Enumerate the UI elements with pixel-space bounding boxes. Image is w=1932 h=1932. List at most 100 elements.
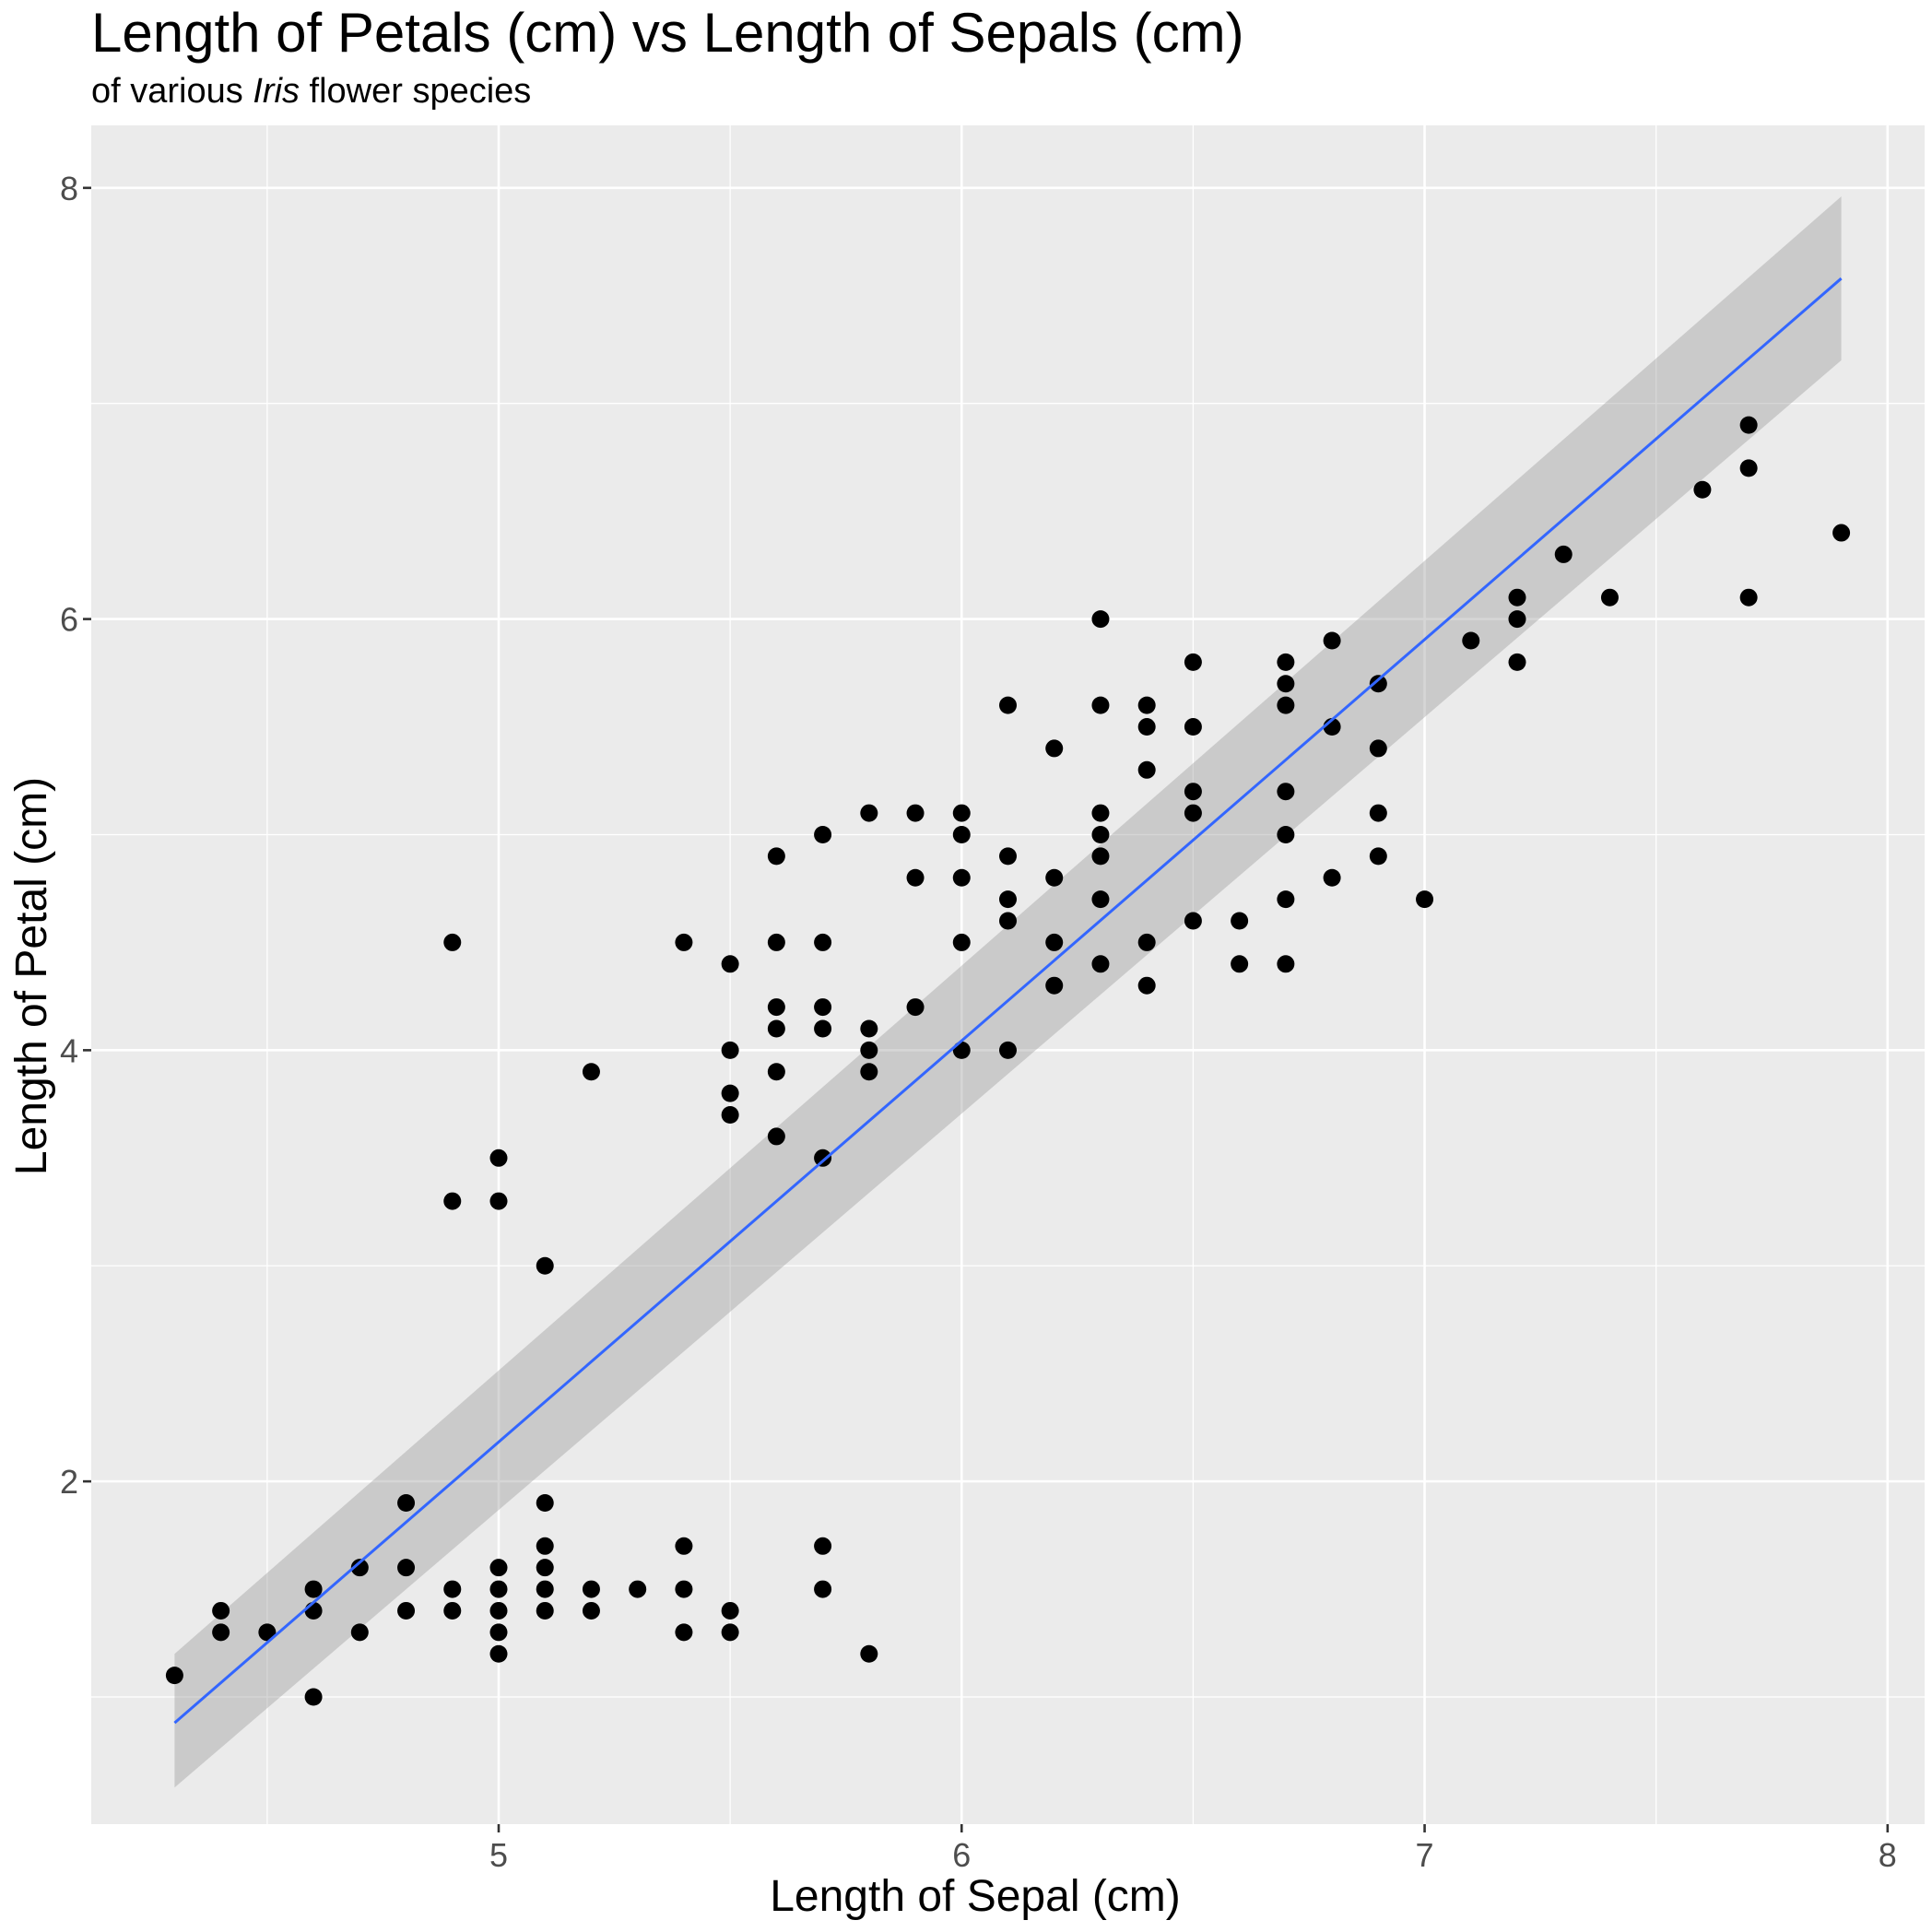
y-tick-label: 2 (60, 1463, 78, 1501)
data-point (767, 998, 785, 1017)
data-point (906, 804, 925, 822)
data-point (999, 696, 1017, 714)
data-point (1508, 588, 1526, 607)
data-point (489, 1192, 508, 1210)
trend-line (173, 277, 1843, 1725)
plot-panel (91, 125, 1925, 1824)
data-point (1832, 524, 1851, 542)
data-point (1739, 588, 1758, 607)
data-point (675, 1537, 693, 1555)
data-point (999, 912, 1017, 930)
data-point (1508, 610, 1526, 629)
data-point (1137, 976, 1156, 995)
x-tick-label: 8 (1879, 1836, 1897, 1874)
data-point (860, 1063, 878, 1081)
data-point (1600, 588, 1619, 607)
data-point (443, 933, 462, 951)
data-point (860, 1019, 878, 1038)
data-point (1091, 610, 1110, 629)
data-point (767, 1019, 785, 1038)
data-point (952, 933, 971, 951)
data-point (1369, 804, 1387, 822)
data-point (582, 1601, 600, 1620)
data-point (814, 1149, 832, 1167)
data-point (1137, 760, 1156, 779)
data-point (304, 1601, 323, 1620)
data-point (721, 1106, 739, 1125)
data-point (860, 1644, 878, 1663)
y-tick-label: 6 (60, 601, 78, 639)
data-point (350, 1623, 369, 1642)
data-point (1416, 890, 1434, 909)
data-point (1739, 416, 1758, 434)
data-point (350, 1559, 369, 1577)
x-tick-label: 5 (489, 1836, 508, 1874)
data-point (721, 1084, 739, 1102)
data-point (1091, 890, 1110, 909)
data-point (212, 1601, 230, 1620)
data-point (582, 1063, 600, 1081)
y-tick-label: 8 (60, 170, 78, 207)
data-point (1184, 804, 1202, 822)
data-point (767, 933, 785, 951)
data-point (304, 1688, 323, 1706)
data-point (1277, 955, 1295, 973)
data-point (952, 804, 971, 822)
data-point (1045, 868, 1064, 887)
data-point (1277, 696, 1295, 714)
data-point (1554, 545, 1573, 563)
data-point (1277, 675, 1295, 693)
data-point (536, 1494, 554, 1513)
data-point (489, 1601, 508, 1620)
data-point (675, 1580, 693, 1598)
data-point (860, 1041, 878, 1059)
data-point (1184, 653, 1202, 671)
data-point (1462, 631, 1480, 650)
data-point (721, 1601, 739, 1620)
data-point (906, 868, 925, 887)
data-point (1091, 696, 1110, 714)
data-point (814, 1019, 832, 1038)
data-point (1184, 783, 1202, 801)
y-axis-title: Length of Petal (cm) (7, 777, 56, 1175)
data-point (1277, 653, 1295, 671)
data-point (397, 1559, 416, 1577)
data-point (489, 1580, 508, 1598)
data-point (536, 1559, 554, 1577)
subtitle-part-italic: Iris (253, 72, 300, 111)
data-point (767, 1127, 785, 1146)
data-point (1231, 912, 1249, 930)
data-point (1277, 890, 1295, 909)
data-point (397, 1601, 416, 1620)
data-point (1231, 955, 1249, 973)
data-point (1369, 675, 1387, 693)
data-point (1091, 825, 1110, 843)
data-points (165, 416, 1851, 1706)
data-point (1369, 847, 1387, 866)
data-point (1508, 653, 1526, 671)
data-point (536, 1537, 554, 1555)
data-point (952, 1041, 971, 1059)
data-point (1137, 718, 1156, 736)
data-point (952, 868, 971, 887)
data-point (443, 1192, 462, 1210)
data-point (814, 825, 832, 843)
data-point (860, 804, 878, 822)
data-point (1277, 825, 1295, 843)
data-point (536, 1256, 554, 1275)
data-point (1184, 912, 1202, 930)
confidence-band-layer (174, 196, 1842, 1788)
data-point (212, 1623, 230, 1642)
data-point (1739, 459, 1758, 477)
data-point (1137, 933, 1156, 951)
data-point (1045, 976, 1064, 995)
chart-subtitle: of various Iris flower species (91, 72, 531, 111)
data-point (489, 1644, 508, 1663)
data-point (1323, 868, 1341, 887)
data-point (536, 1601, 554, 1620)
data-point (1045, 739, 1064, 758)
data-point (489, 1149, 508, 1167)
data-point (1091, 955, 1110, 973)
data-point (1693, 480, 1712, 499)
